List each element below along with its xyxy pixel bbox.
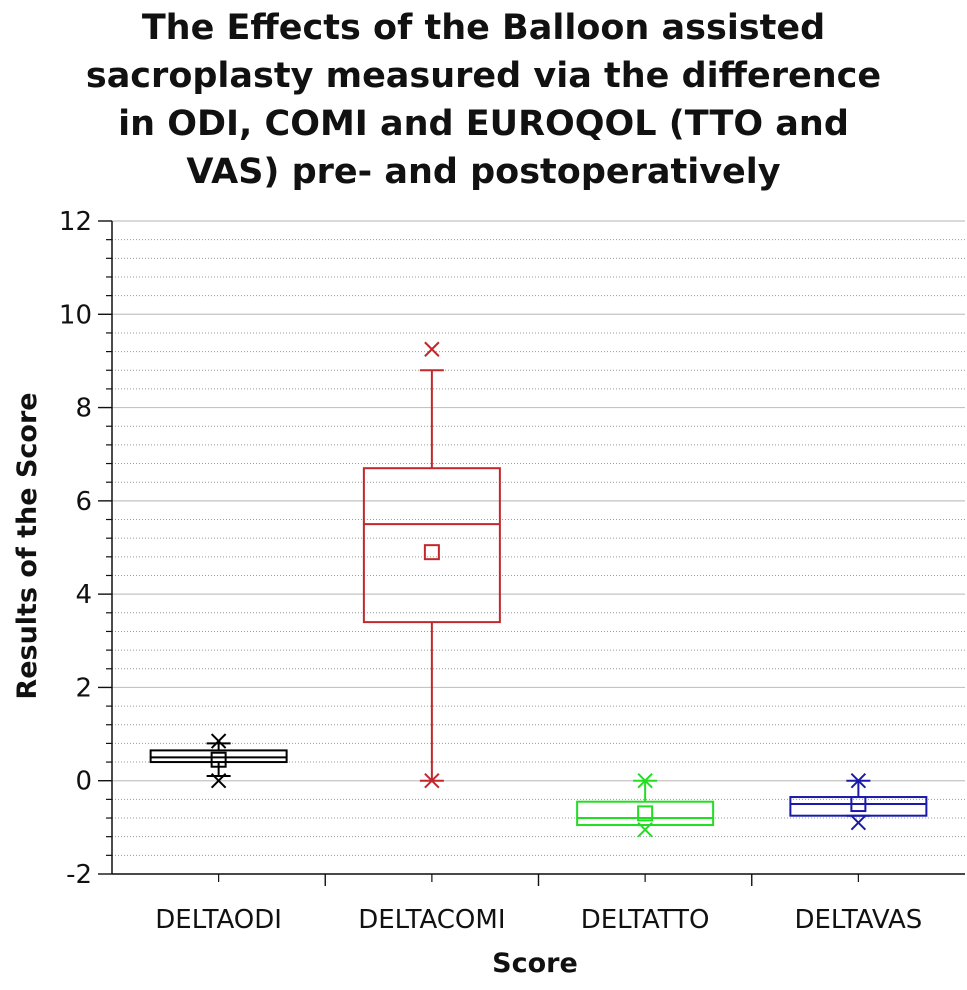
box-deltacomi <box>362 341 501 789</box>
axes: -2 0 2 4 6 8 10 12 DELTAODI DELTACOMI DELTATTO DELT… <box>59 207 965 935</box>
interquartile-box <box>149 749 288 764</box>
y-tick-label: 12 <box>59 207 92 237</box>
mean-marker <box>850 796 867 813</box>
chart-title-line-1: The Effects of the Balloon assisted <box>141 8 826 48</box>
max-marker <box>210 733 227 749</box>
y-tick-label: 6 <box>75 487 92 517</box>
y-tick-label: 8 <box>75 394 92 424</box>
x-tick-label-deltatto: DELTATTO <box>581 905 710 935</box>
min-marker <box>850 814 867 831</box>
mean-marker <box>423 544 440 561</box>
x-axis-label: Score <box>492 948 578 979</box>
min-marker <box>424 773 440 789</box>
box-deltatto <box>576 773 715 838</box>
interquartile-box <box>362 467 501 624</box>
x-tick-label-deltacomi: DELTACOMI <box>358 905 505 935</box>
y-tick-label: 0 <box>75 767 92 797</box>
max-marker <box>424 341 440 357</box>
interquartile-box <box>576 800 715 827</box>
x-tick-label-deltaodi: DELTAODI <box>155 905 282 935</box>
min-marker <box>210 773 227 789</box>
y-tick-label: -2 <box>66 860 92 890</box>
interquartile-box <box>789 796 928 817</box>
y-axis-label: Results of the Score <box>12 392 43 699</box>
chart-title-line-3: in ODI, COMI and EUROQOL (TTO and <box>118 104 849 144</box>
y-tick-label: 2 <box>75 673 92 703</box>
x-tick-label-deltavas: DELTAVAS <box>794 905 922 935</box>
chart-title: The Effects of the Balloon assisted sacr… <box>0 4 967 196</box>
box-deltaodi <box>149 733 288 789</box>
y-tick-label: 4 <box>75 580 92 610</box>
mean-marker <box>637 805 654 822</box>
box-series <box>149 341 928 838</box>
y-tick-label: 10 <box>59 300 92 330</box>
max-marker <box>850 773 867 789</box>
chart-title-line-4: VAS) pre- and postoperatively <box>186 152 781 192</box>
grid-lines <box>112 220 965 875</box>
chart-title-line-2: sacroplasty measured via the difference <box>85 56 882 96</box>
mean-marker <box>210 751 227 768</box>
max-marker <box>637 773 653 789</box>
box-deltavas <box>789 773 928 831</box>
min-marker <box>637 821 653 838</box>
